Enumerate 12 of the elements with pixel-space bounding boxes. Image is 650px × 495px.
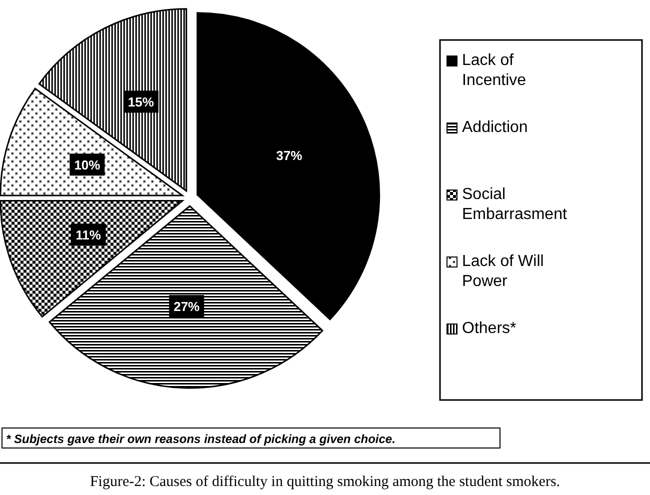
text: * Subjects gave their own reasons instead of picking a given choice. — [6, 432, 396, 446]
text: Figure-2: Causes of difficulty in quitting smoking among the student smokers. — [90, 474, 560, 490]
data-label: 27% — [174, 299, 200, 314]
legend-label: Lack of Will Power — [462, 253, 544, 290]
legend-label: Lack of Incentive — [462, 52, 526, 89]
data-label: 15% — [128, 94, 154, 110]
legend-label: Others* — [462, 320, 516, 337]
data-label: 11% — [76, 228, 102, 243]
legend-label: Addiction — [462, 119, 528, 136]
data-label: 37% — [276, 148, 303, 164]
data-label: 10% — [74, 158, 101, 173]
legend-label: Social Embarrasment — [462, 186, 568, 223]
